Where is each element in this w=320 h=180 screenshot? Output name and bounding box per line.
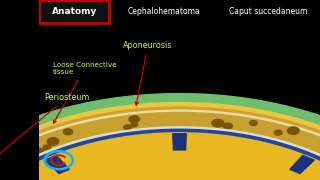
Circle shape	[223, 123, 232, 129]
Polygon shape	[0, 127, 320, 180]
Text: c: c	[57, 156, 61, 165]
Circle shape	[47, 138, 59, 145]
FancyBboxPatch shape	[39, 0, 109, 23]
Circle shape	[49, 138, 59, 144]
Polygon shape	[0, 112, 320, 180]
Circle shape	[21, 145, 31, 151]
Polygon shape	[173, 134, 186, 150]
Text: Periosteum: Periosteum	[0, 93, 90, 157]
Polygon shape	[0, 107, 320, 180]
Polygon shape	[0, 94, 320, 180]
Circle shape	[274, 130, 282, 135]
Circle shape	[28, 147, 40, 154]
Circle shape	[131, 122, 138, 127]
Polygon shape	[290, 156, 314, 174]
Circle shape	[124, 125, 131, 130]
Polygon shape	[0, 103, 320, 180]
Circle shape	[63, 129, 73, 135]
Polygon shape	[45, 156, 69, 174]
Circle shape	[212, 119, 224, 127]
Text: Anatomy: Anatomy	[52, 7, 97, 16]
Polygon shape	[0, 129, 320, 180]
Circle shape	[250, 121, 257, 125]
Polygon shape	[0, 110, 320, 180]
Circle shape	[32, 148, 44, 156]
Circle shape	[129, 116, 140, 123]
Text: Aponeurosis: Aponeurosis	[123, 40, 173, 105]
Circle shape	[287, 127, 299, 134]
Circle shape	[0, 156, 4, 162]
Circle shape	[43, 145, 51, 150]
Text: Loose Connective
tissue: Loose Connective tissue	[53, 62, 117, 123]
Text: Cephalohematoma: Cephalohematoma	[128, 7, 200, 16]
Polygon shape	[0, 133, 320, 180]
Text: Caput succedaneum: Caput succedaneum	[229, 7, 307, 16]
